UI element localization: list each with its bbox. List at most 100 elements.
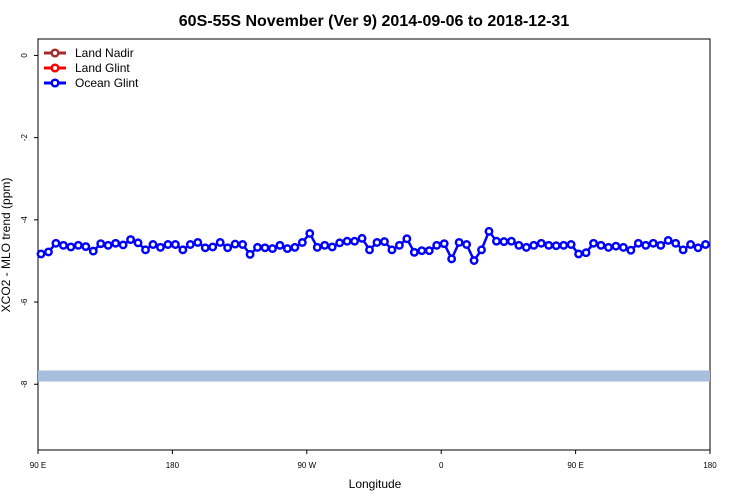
- data-point: [641, 240, 651, 250]
- y-tick-label: -8: [20, 380, 29, 388]
- y-tick-label: -2: [20, 134, 29, 142]
- data-point: [230, 239, 240, 249]
- data-point: [118, 240, 128, 250]
- x-tick-label: 180: [703, 461, 717, 470]
- y-tick-label: 0: [20, 53, 29, 58]
- data-point: [484, 226, 494, 236]
- data-point: [96, 239, 106, 249]
- data-point: [432, 240, 442, 250]
- data-point: [238, 240, 248, 249]
- data-point: [365, 245, 374, 255]
- data-point: [581, 248, 591, 258]
- data-point: [477, 245, 486, 255]
- data-point: [126, 235, 136, 245]
- data-point: [387, 245, 397, 255]
- data-point: [253, 242, 262, 252]
- data-point: [409, 247, 419, 257]
- legend-label: Ocean Glint: [75, 76, 139, 90]
- y-tick-label: -6: [20, 298, 29, 306]
- plot-frame: [37, 38, 711, 451]
- data-point: [372, 237, 382, 247]
- data-point: [103, 240, 113, 250]
- data-point: [297, 237, 307, 247]
- data-point: [469, 256, 479, 265]
- data-point: [44, 247, 53, 257]
- data-point: [178, 245, 188, 255]
- x-tick-label: 0: [439, 461, 444, 470]
- data-point: [424, 246, 434, 256]
- data-point: [596, 240, 606, 250]
- data-point: [223, 243, 233, 253]
- data-point: [268, 244, 277, 254]
- data-point: [156, 242, 165, 252]
- data-point: [200, 243, 210, 253]
- data-point: [36, 249, 46, 259]
- legend-label: Land Glint: [75, 61, 130, 75]
- data-point: [671, 238, 681, 248]
- data-point: [693, 243, 703, 253]
- y-axis: 0 -2 -4 -6 -8: [20, 53, 38, 388]
- data-point: [529, 240, 539, 250]
- data-point: [88, 246, 98, 256]
- x-axis: 90 E 180 90 W 0 90 E 180: [30, 450, 717, 470]
- data-point: [678, 245, 688, 255]
- data-point: [506, 236, 516, 246]
- x-tick-label: 90 E: [567, 461, 583, 470]
- data-point: [566, 240, 576, 249]
- data-point: [521, 242, 531, 252]
- data-point: [589, 238, 598, 248]
- data-point: [73, 240, 83, 250]
- data-point: [454, 237, 464, 247]
- data-point: [380, 237, 389, 247]
- data-point: [417, 246, 427, 256]
- data-point: [544, 240, 554, 250]
- data-point: [648, 238, 658, 248]
- data-point: [686, 240, 696, 249]
- data-point: [394, 240, 404, 250]
- data-point: [701, 240, 710, 249]
- data-point: [133, 238, 143, 248]
- data-point: [81, 242, 91, 252]
- data-point: [342, 236, 352, 246]
- data-point: [208, 242, 218, 252]
- data-point: [604, 242, 613, 252]
- data-point: [282, 244, 292, 254]
- data-point: [275, 240, 285, 250]
- data-point: [51, 238, 61, 248]
- legend-label: Land Nadir: [75, 46, 134, 60]
- series-layer: [36, 226, 710, 265]
- data-point: [312, 242, 322, 252]
- data-point: [514, 240, 524, 250]
- data-point: [350, 236, 360, 246]
- data-point: [58, 240, 68, 250]
- data-point: [305, 228, 315, 238]
- data-point: [163, 240, 173, 249]
- data-point: [260, 243, 270, 253]
- data-point: [492, 236, 501, 246]
- x-tick-label: 90 E: [30, 461, 46, 470]
- data-point: [148, 240, 158, 249]
- data-point: [141, 245, 150, 255]
- data-point: [551, 241, 561, 251]
- data-point: [663, 235, 673, 245]
- data-point: [447, 254, 457, 264]
- data-point: [439, 239, 449, 249]
- data-point: [611, 241, 621, 251]
- data-point: [290, 242, 300, 252]
- data-point: [215, 237, 225, 247]
- data-point: [402, 234, 412, 244]
- data-point: [245, 249, 255, 259]
- data-point: [66, 242, 76, 252]
- data-point: [536, 238, 546, 248]
- y-axis-label: XCO2 - MLO trend (ppm): [0, 178, 13, 313]
- data-point: [462, 240, 472, 249]
- data-point: [320, 240, 330, 250]
- x-tick-label: 90 W: [297, 461, 316, 470]
- legend-marker: [50, 63, 60, 73]
- data-point: [626, 245, 636, 255]
- data-point: [574, 249, 584, 259]
- data-point: [185, 240, 195, 249]
- data-point: [111, 238, 121, 248]
